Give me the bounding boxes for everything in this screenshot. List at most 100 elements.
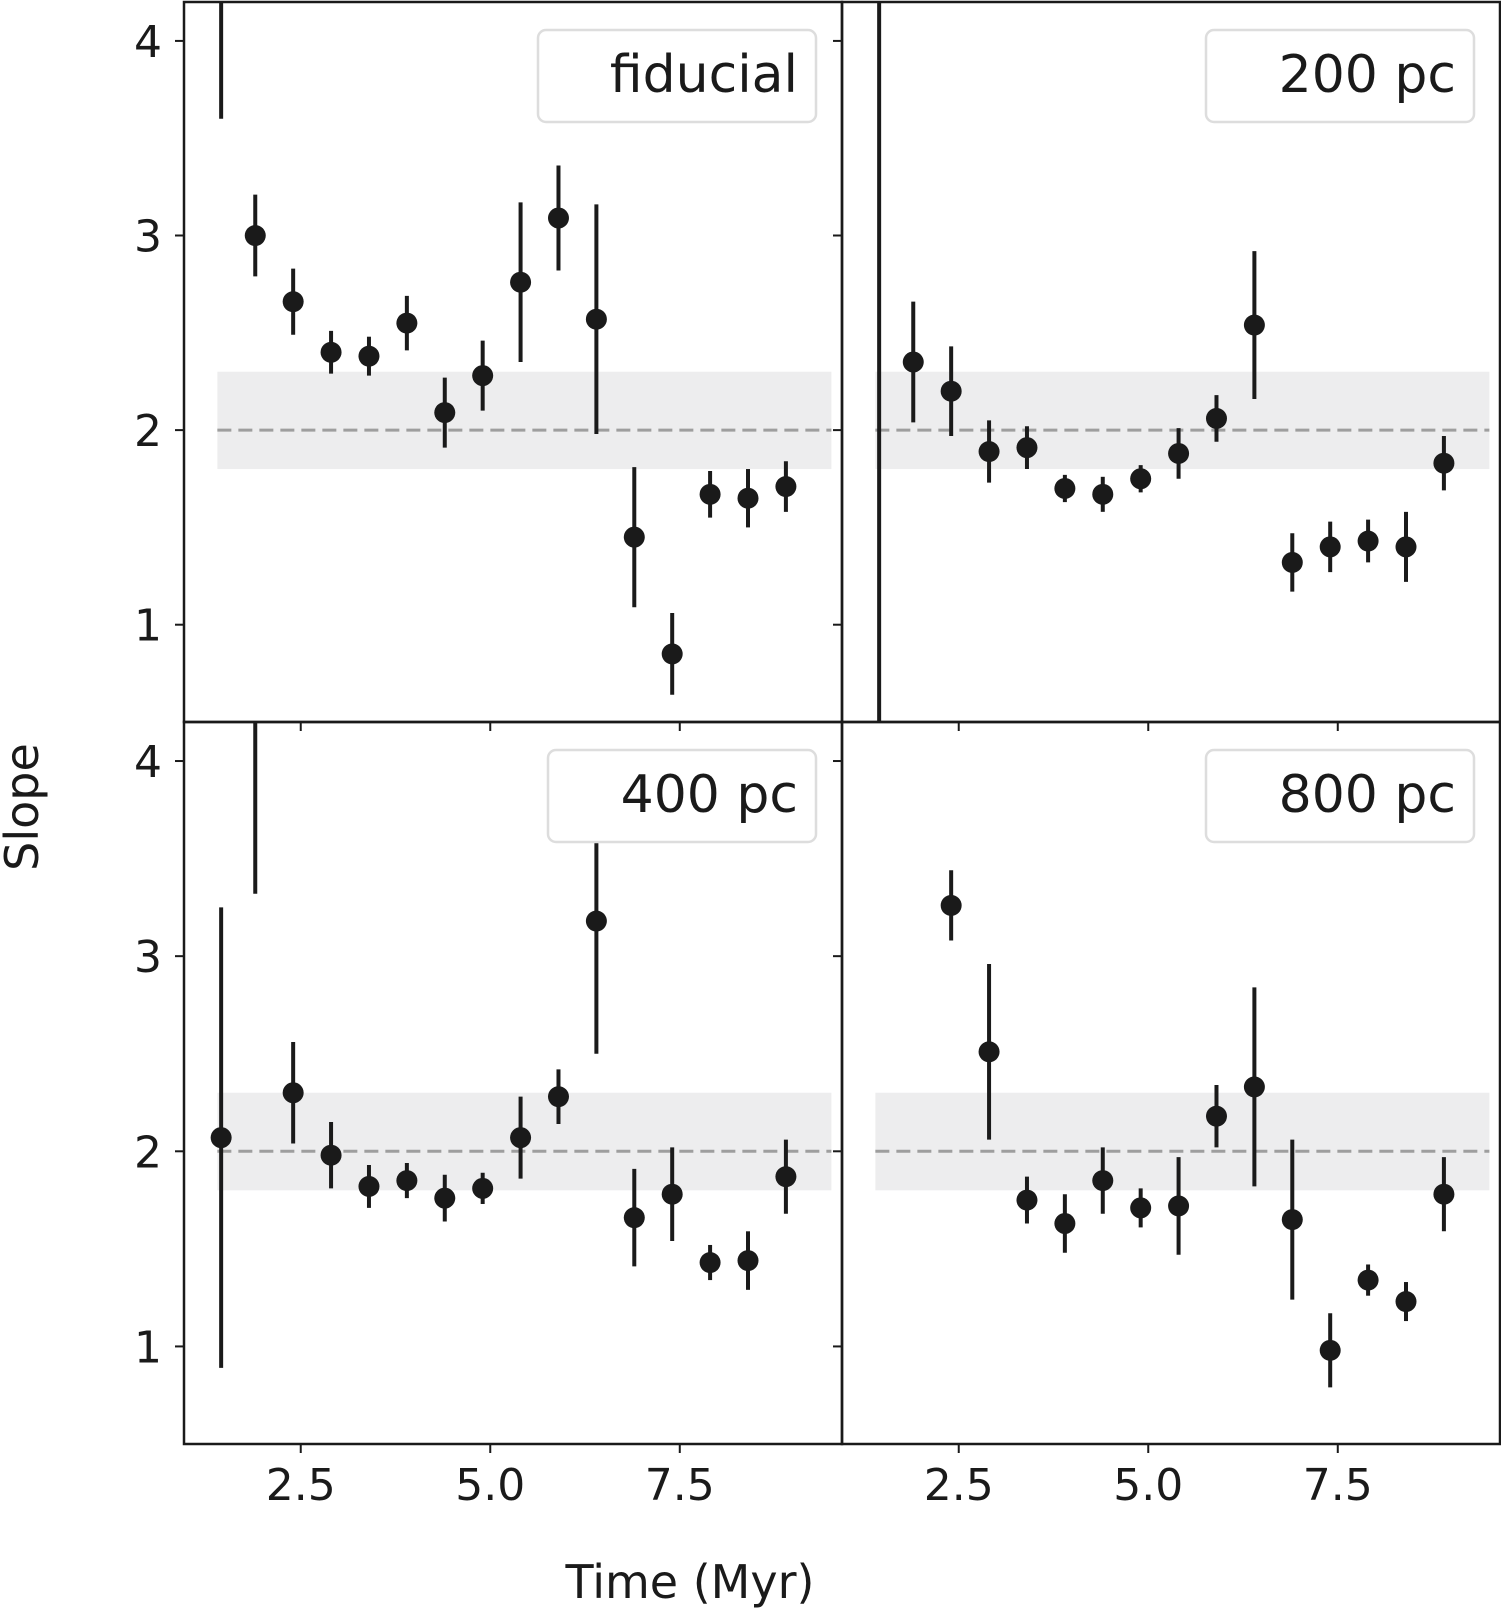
- data-point: [282, 1082, 304, 1104]
- data-point: [1357, 530, 1379, 552]
- data-point: [396, 1170, 418, 1192]
- legend-label: 800 pc: [1279, 765, 1456, 825]
- data-point: [434, 1187, 456, 1209]
- data-point: [699, 1252, 721, 1274]
- data-point: [737, 487, 759, 509]
- data-point: [547, 207, 569, 229]
- y-tick-label: 1: [134, 601, 162, 652]
- data-point: [210, 1127, 232, 1149]
- data-point: [1319, 536, 1341, 558]
- data-point: [661, 1183, 683, 1205]
- y-tick-label: 3: [134, 932, 162, 983]
- x-tick-label: 7.5: [1303, 1460, 1373, 1511]
- legend-box: [536, 28, 818, 124]
- data-point: [1319, 1339, 1341, 1361]
- data-point: [1243, 1076, 1265, 1098]
- data-point: [547, 1086, 569, 1108]
- panel-2: 200 pc: [833, 0, 1501, 731]
- data-points: [210, 722, 797, 1368]
- data-points: [217, 2, 797, 695]
- data-point: [396, 312, 418, 334]
- data-point: [320, 1144, 342, 1166]
- legend-box: [1204, 28, 1476, 124]
- data-point: [1130, 1197, 1152, 1219]
- legend-label: 200 pc: [1279, 45, 1456, 105]
- legend-label: 400 pc: [621, 765, 798, 825]
- data-point: [1205, 407, 1227, 429]
- data-point: [737, 1250, 759, 1272]
- data-point: [472, 1177, 494, 1199]
- x-tick-label: 2.5: [266, 1460, 336, 1511]
- data-point: [1205, 1105, 1227, 1127]
- data-point: [902, 351, 924, 373]
- panel-3: 1 2 3 4 2.5 5.0 7.5 400 pc: [134, 720, 844, 1511]
- data-point: [320, 341, 342, 363]
- data-point: [1054, 477, 1076, 499]
- data-point: [623, 1207, 645, 1229]
- data-point: [251, 722, 260, 723]
- data-point: [1243, 314, 1265, 336]
- legend: 800 pc: [1204, 748, 1476, 844]
- x-tick-label: 5.0: [1113, 1460, 1183, 1511]
- data-point: [775, 1166, 797, 1188]
- data-point: [1168, 442, 1190, 464]
- data-point: [1168, 1195, 1190, 1217]
- data-point: [661, 643, 683, 665]
- data-point: [1092, 1170, 1114, 1192]
- axes-frame: [840, 720, 1501, 1446]
- y-tick-label: 4: [134, 17, 162, 68]
- data-point: [585, 308, 607, 330]
- data-point: [510, 271, 532, 293]
- data-point: [1016, 1189, 1038, 1211]
- data-point: [940, 894, 962, 916]
- data-points: [940, 870, 1455, 1388]
- data-point: [699, 483, 721, 505]
- y-axis-label: Slope: [0, 743, 49, 871]
- data-point: [1433, 452, 1455, 474]
- y-tick-label: 4: [134, 737, 162, 788]
- data-point: [1281, 1209, 1303, 1231]
- legend-label: fiducial: [610, 45, 798, 105]
- data-point: [1016, 437, 1038, 459]
- data-point: [282, 291, 304, 313]
- data-point: [585, 910, 607, 932]
- data-point: [1357, 1269, 1379, 1291]
- data-point: [1054, 1212, 1076, 1234]
- data-point: [244, 225, 266, 247]
- legend: fiducial: [536, 28, 818, 124]
- data-point: [623, 526, 645, 548]
- y-tick-label: 2: [134, 406, 162, 457]
- data-point: [434, 402, 456, 424]
- data-point: [1281, 551, 1303, 573]
- panel-4: 2.5 5.0 7.5 800 pc: [833, 720, 1501, 1511]
- data-points: [875, 2, 1455, 722]
- data-point: [1433, 1183, 1455, 1205]
- x-axis-label: Time (Myr): [565, 1555, 815, 1609]
- data-point: [775, 476, 797, 498]
- data-point: [1092, 483, 1114, 505]
- data-point: [940, 380, 962, 402]
- legend: 200 pc: [1204, 28, 1476, 124]
- y-tick-label: 1: [134, 1322, 162, 1373]
- data-point: [978, 1041, 1000, 1063]
- panels: 1 2 3 4 fiducial 200 pc 1 2 3 4 2.5 5.0 7.5 400 pc 2.5…: [134, 0, 1501, 1511]
- data-point: [358, 345, 380, 367]
- x-tick-label: 2.5: [924, 1460, 994, 1511]
- panel-1: 1 2 3 4 fiducial: [134, 0, 844, 731]
- data-point: [978, 441, 1000, 463]
- x-tick-label: 7.5: [645, 1460, 715, 1511]
- legend: 400 pc: [546, 748, 818, 844]
- y-tick-label: 3: [134, 212, 162, 263]
- y-tick-label: 2: [134, 1127, 162, 1178]
- reference-band: [875, 1092, 1490, 1191]
- x-tick-label: 5.0: [455, 1460, 525, 1511]
- data-point: [510, 1127, 532, 1149]
- data-point: [1395, 536, 1417, 558]
- legend-box: [546, 748, 818, 844]
- legend-box: [1204, 748, 1476, 844]
- data-point: [1130, 468, 1152, 490]
- reference-band: [217, 371, 832, 470]
- data-point: [358, 1175, 380, 1197]
- data-point: [472, 365, 494, 387]
